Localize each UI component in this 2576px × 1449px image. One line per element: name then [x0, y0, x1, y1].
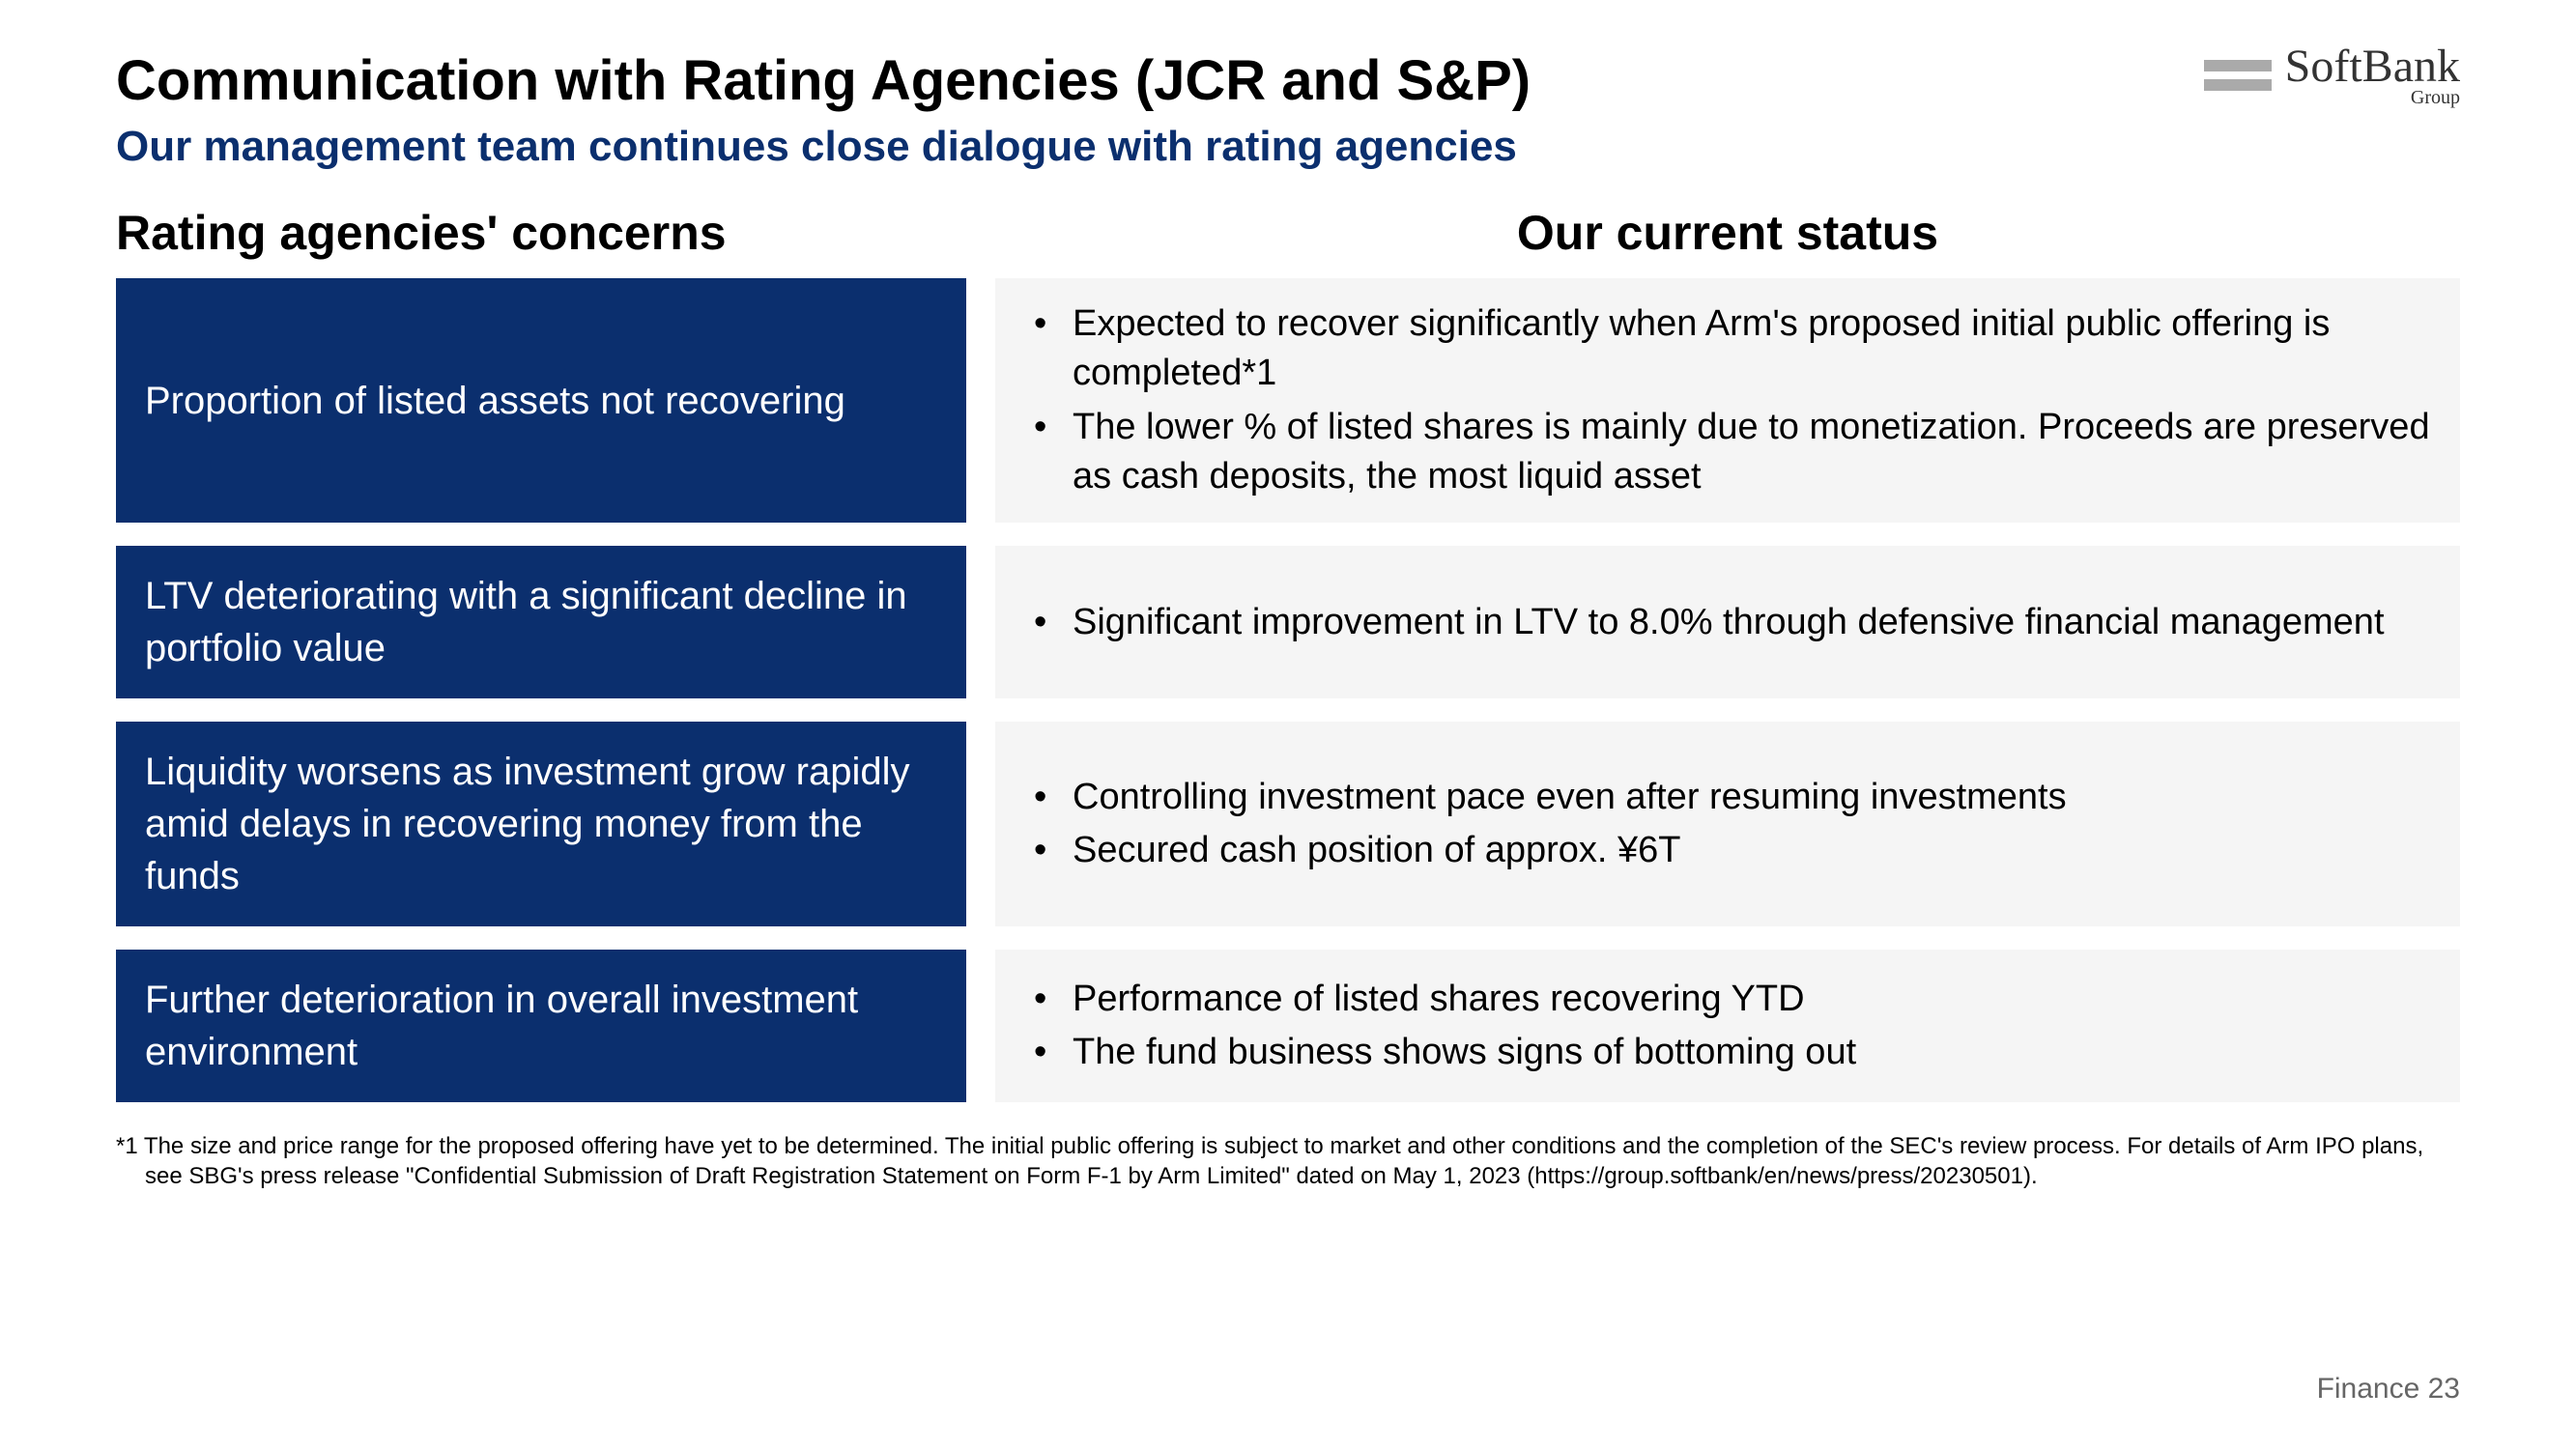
status-list: Controlling investment pace even after r…: [1005, 769, 2431, 880]
concerns-header: Rating agencies' concerns: [116, 205, 966, 261]
concern-box: Liquidity worsens as investment grow rap…: [116, 722, 966, 926]
table-row: Liquidity worsens as investment grow rap…: [116, 722, 2460, 926]
status-item: Performance of listed shares recovering …: [1005, 975, 2431, 1024]
subtitle: Our management team continues close dial…: [116, 123, 2460, 171]
logo-bars-icon: [2204, 60, 2272, 91]
status-item: The fund business shows signs of bottomi…: [1005, 1028, 2431, 1077]
status-header: Our current status: [995, 205, 2460, 261]
logo-bar: [2204, 79, 2272, 91]
rows-container: Proportion of listed assets not recoveri…: [116, 278, 2460, 1102]
concern-box: Proportion of listed assets not recoveri…: [116, 278, 966, 523]
concern-box: Further deterioration in overall investm…: [116, 950, 966, 1102]
status-box: Significant improvement in LTV to 8.0% t…: [995, 546, 2460, 698]
logo-name: SoftBank: [2285, 43, 2460, 90]
status-item: Significant improvement in LTV to 8.0% t…: [1005, 598, 2431, 647]
table-row: Further deterioration in overall investm…: [116, 950, 2460, 1102]
logo-text-container: SoftBank Group: [2285, 43, 2460, 107]
softbank-logo: SoftBank Group: [2204, 43, 2460, 107]
status-list: Expected to recover significantly when A…: [1005, 296, 2431, 505]
table-row: Proportion of listed assets not recoveri…: [116, 278, 2460, 523]
page-title: Communication with Rating Agencies (JCR …: [116, 48, 1531, 113]
columns-header: Rating agencies' concerns Our current st…: [116, 205, 2460, 261]
footnote: *1 The size and price range for the prop…: [116, 1131, 2460, 1191]
header-row: Communication with Rating Agencies (JCR …: [116, 48, 2460, 113]
status-item: Expected to recover significantly when A…: [1005, 299, 2431, 399]
logo-bar: [2204, 60, 2272, 71]
concern-box: LTV deteriorating with a significant dec…: [116, 546, 966, 698]
status-box: Controlling investment pace even after r…: [995, 722, 2460, 926]
logo-subtext: Group: [2411, 88, 2460, 107]
status-list: Performance of listed shares recovering …: [1005, 971, 2431, 1082]
status-item: The lower % of listed shares is mainly d…: [1005, 403, 2431, 502]
table-row: LTV deteriorating with a significant dec…: [116, 546, 2460, 698]
status-list: Significant improvement in LTV to 8.0% t…: [1005, 594, 2431, 651]
status-box: Expected to recover significantly when A…: [995, 278, 2460, 523]
status-item: Controlling investment pace even after r…: [1005, 773, 2431, 822]
status-item: Secured cash position of approx. ¥6T: [1005, 826, 2431, 875]
status-box: Performance of listed shares recovering …: [995, 950, 2460, 1102]
page-footer: Finance 23: [2317, 1373, 2460, 1406]
